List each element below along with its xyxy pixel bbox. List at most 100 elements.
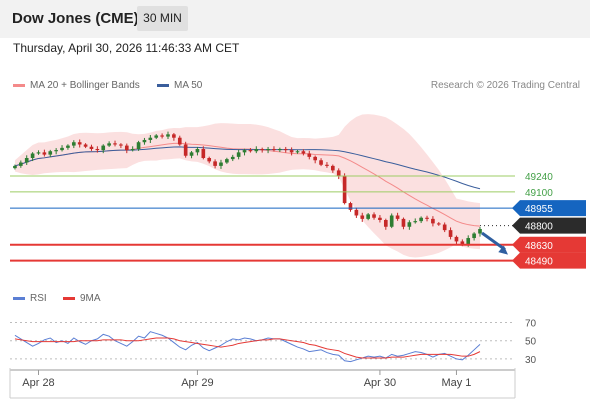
candle-body [395, 215, 400, 219]
candle-body [19, 162, 23, 166]
candle-body [460, 241, 465, 245]
pivot-tag [512, 217, 586, 234]
candle-body [89, 146, 94, 149]
candle-body [401, 218, 406, 227]
rsi-ma-line [14, 337, 481, 359]
candle-body [442, 224, 447, 231]
candle-body [177, 137, 182, 145]
candle-body [372, 214, 376, 218]
candle-body [472, 233, 476, 239]
candle-body [230, 156, 235, 160]
candle-body [454, 236, 459, 242]
candle-body [130, 148, 135, 151]
candle-body [289, 150, 294, 153]
rsi-tick-label: 50 [525, 337, 537, 348]
time-axis: Apr 28 Apr 29 Apr 30 May 1 [9, 368, 516, 399]
credit-label: Research © 2026 Trading Central [430, 80, 580, 91]
candle-body [342, 176, 347, 204]
candle-body [448, 230, 453, 237]
support-label: 48490 [525, 257, 553, 268]
candle-body [95, 148, 100, 151]
candle-body [325, 164, 329, 166]
candle-body [54, 150, 58, 152]
resistance-label: 49240 [525, 172, 553, 183]
candle-body [71, 142, 76, 146]
bollinger-band-area [14, 114, 481, 258]
candle-body [466, 238, 471, 245]
candle-body [354, 209, 359, 216]
candle-body [195, 148, 200, 153]
ma9-swatch [63, 296, 75, 300]
ma50-line [14, 146, 481, 190]
legend-ma20: MA 20 + Bollinger Bands [13, 80, 140, 91]
candle-body [419, 217, 423, 222]
candle-body [119, 144, 123, 146]
legend-rsi: RSI [13, 293, 47, 304]
candle-body [266, 148, 270, 151]
candle-body [295, 151, 300, 153]
candle-body [478, 229, 482, 234]
candle-body [378, 217, 382, 220]
rsi-tick-label: 70 [525, 319, 537, 330]
time-tick-label: Apr 30 [364, 377, 396, 389]
candle-body [160, 135, 164, 137]
rsi-tick-label: 30 [525, 355, 537, 366]
candle-body [283, 148, 288, 151]
grid [10, 322, 515, 360]
current-price-tag [512, 200, 586, 217]
rsi-swatch [13, 296, 25, 300]
candle-body [436, 223, 441, 225]
legend-ma50: MA 50 [157, 80, 202, 91]
candle-body [242, 150, 247, 153]
candle-body [154, 135, 159, 138]
candle-body [42, 152, 47, 155]
support-label: 48630 [525, 241, 553, 252]
chart-title: Dow Jones (CME) [12, 10, 139, 27]
candle-body [236, 152, 241, 157]
timeframe-button[interactable]: 30 MIN [137, 6, 188, 31]
pivot-label: 48800 [525, 222, 553, 233]
legend-rsi-label: RSI [30, 293, 47, 304]
candle-body [48, 151, 53, 155]
candle-body [313, 156, 317, 161]
candle-body [331, 165, 335, 171]
legend-ma20-label: MA 20 + Bollinger Bands [30, 80, 140, 91]
candle-body [207, 158, 212, 162]
support-tag [512, 252, 586, 269]
candle-body [83, 144, 88, 147]
candle-body [260, 148, 265, 151]
forecast-arrow-head [498, 245, 508, 255]
candle-body [407, 222, 412, 227]
ma20-swatch [13, 83, 25, 87]
legend-ma9: 9MA [63, 293, 101, 304]
candle-body [66, 145, 70, 148]
candle-body [319, 160, 323, 165]
resistance-label: 49100 [525, 188, 553, 199]
legend-ma50-label: MA 50 [174, 80, 203, 91]
candle-body [107, 143, 111, 146]
candle-body [142, 139, 147, 143]
candle-body [360, 215, 365, 219]
time-tick-label: May 1 [441, 377, 471, 389]
candle-body [166, 134, 170, 137]
candle-body [225, 159, 229, 163]
forecast-arrow-shaft [481, 231, 506, 251]
ma50-swatch [157, 83, 169, 87]
candle-body [348, 203, 353, 210]
candle-body [183, 144, 188, 156]
datetime-label: Thursday, April 30, 2026 11:46:33 AM CET [13, 41, 240, 55]
candle-body [60, 147, 64, 151]
time-tick-label: Apr 29 [181, 377, 213, 389]
candle-body [113, 143, 117, 145]
candle-body [172, 134, 176, 138]
candle-body [389, 215, 394, 227]
current-price-label: 48955 [525, 204, 553, 215]
moving-averages [14, 142, 481, 227]
bollinger-band [14, 114, 481, 258]
candle-body [36, 152, 41, 154]
candle-body [431, 218, 435, 224]
candle-body [136, 142, 141, 149]
candle-body [254, 148, 259, 152]
candle-body [248, 150, 253, 152]
